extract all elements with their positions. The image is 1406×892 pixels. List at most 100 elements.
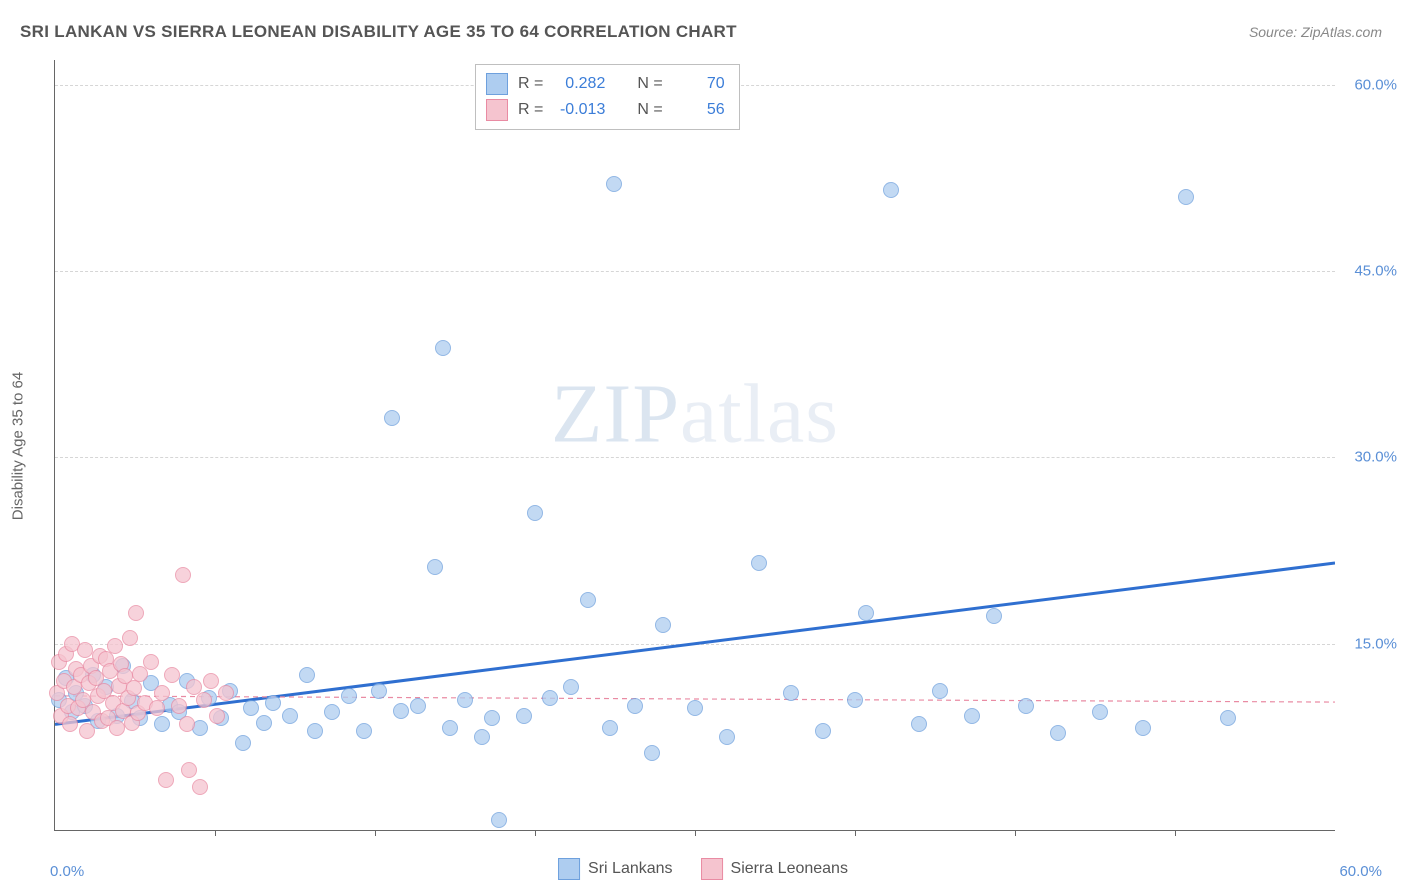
x-tick [375, 830, 376, 836]
data-point [203, 673, 219, 689]
y-tick-label: 60.0% [1354, 76, 1397, 93]
x-tick [855, 830, 856, 836]
legend-item-1: Sri Lankans [558, 858, 673, 880]
data-point [109, 720, 125, 736]
data-point [341, 688, 357, 704]
data-point [282, 708, 298, 724]
data-point [356, 723, 372, 739]
data-point [435, 340, 451, 356]
data-point [126, 680, 142, 696]
grid-line [55, 457, 1335, 458]
grid-line [55, 271, 1335, 272]
watermark-zip: ZIP [551, 368, 680, 461]
data-point [563, 679, 579, 695]
data-point [107, 638, 123, 654]
data-point [655, 617, 671, 633]
data-point [307, 723, 323, 739]
legend-swatch-1 [558, 858, 580, 880]
data-point [154, 685, 170, 701]
data-point [627, 698, 643, 714]
n-label-1: N = [637, 71, 662, 97]
data-point [687, 700, 703, 716]
stats-row-1: R = 0.282 N = 70 [486, 71, 725, 97]
legend-swatch-2 [701, 858, 723, 880]
data-point [986, 608, 1002, 624]
r-label-2: R = [518, 97, 543, 123]
data-point [883, 182, 899, 198]
x-tick-label-min: 0.0% [50, 863, 84, 880]
data-point [644, 745, 660, 761]
data-point [484, 710, 500, 726]
y-axis-label: Disability Age 35 to 64 [10, 372, 27, 520]
data-point [602, 720, 618, 736]
x-tick [215, 830, 216, 836]
data-point [542, 690, 558, 706]
watermark: ZIPatlas [551, 366, 839, 463]
data-point [911, 716, 927, 732]
n-label-2: N = [637, 97, 662, 123]
data-point [196, 692, 212, 708]
data-point [62, 716, 78, 732]
plot-area: ZIPatlas R = 0.282 N = 70 R = -0.013 N =… [54, 60, 1335, 831]
stats-row-2: R = -0.013 N = 56 [486, 97, 725, 123]
data-point [1178, 189, 1194, 205]
watermark-atlas: atlas [680, 368, 839, 461]
legend-label-2: Sierra Leoneans [731, 860, 848, 878]
x-tick [1175, 830, 1176, 836]
grid-line [55, 644, 1335, 645]
data-point [384, 410, 400, 426]
swatch-series2 [486, 99, 508, 121]
y-tick-label: 45.0% [1354, 263, 1397, 280]
r-label-1: R = [518, 71, 543, 97]
r-value-2: -0.013 [553, 97, 605, 123]
data-point [527, 505, 543, 521]
data-point [324, 704, 340, 720]
data-point [79, 723, 95, 739]
data-point [209, 708, 225, 724]
data-point [751, 555, 767, 571]
data-point [154, 716, 170, 732]
data-point [474, 729, 490, 745]
chart-title: SRI LANKAN VS SIERRA LEONEAN DISABILITY … [20, 22, 737, 42]
data-point [158, 772, 174, 788]
data-point [371, 683, 387, 699]
data-point [175, 567, 191, 583]
swatch-series1 [486, 73, 508, 95]
data-point [783, 685, 799, 701]
data-point [1018, 698, 1034, 714]
data-point [932, 683, 948, 699]
data-point [149, 700, 165, 716]
data-point [192, 779, 208, 795]
data-point [265, 695, 281, 711]
data-point [858, 605, 874, 621]
data-point [235, 735, 251, 751]
n-value-2: 56 [673, 97, 725, 123]
data-point [1135, 720, 1151, 736]
data-point [128, 605, 144, 621]
data-point [143, 654, 159, 670]
x-tick-label-max: 60.0% [1339, 863, 1382, 880]
stats-box: R = 0.282 N = 70 R = -0.013 N = 56 [475, 64, 740, 130]
data-point [299, 667, 315, 683]
y-tick-label: 30.0% [1354, 449, 1397, 466]
data-point [171, 698, 187, 714]
x-tick [535, 830, 536, 836]
data-point [1220, 710, 1236, 726]
data-point [256, 715, 272, 731]
y-tick-label: 15.0% [1354, 635, 1397, 652]
r-value-1: 0.282 [553, 71, 605, 97]
data-point [815, 723, 831, 739]
data-point [218, 685, 234, 701]
data-point [491, 812, 507, 828]
data-point [457, 692, 473, 708]
data-point [181, 762, 197, 778]
data-point [964, 708, 980, 724]
data-point [1050, 725, 1066, 741]
data-point [606, 176, 622, 192]
data-point [580, 592, 596, 608]
legend-item-2: Sierra Leoneans [701, 858, 848, 880]
data-point [427, 559, 443, 575]
data-point [516, 708, 532, 724]
data-point [847, 692, 863, 708]
data-point [122, 630, 138, 646]
